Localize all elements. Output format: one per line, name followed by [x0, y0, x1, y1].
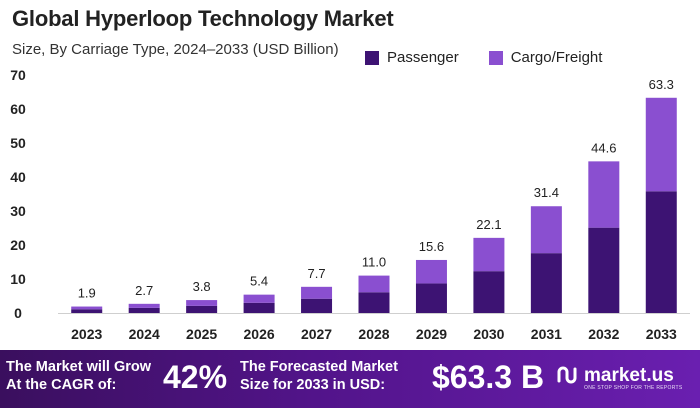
summary-banner: The Market will Grow At the CAGR of: 42%… — [0, 350, 700, 408]
bar-cargo-2028 — [358, 275, 390, 293]
bar-chart: 0102030405060701.920232.720243.820255.42… — [10, 67, 690, 342]
legend-item-cargo: Cargo/Freight — [488, 49, 603, 66]
y-tick-label-40: 40 — [10, 169, 26, 185]
bar-cargo-2025 — [186, 300, 218, 306]
data-label-2032: 44.6 — [591, 140, 616, 155]
bar-passenger-2031 — [530, 253, 562, 313]
y-tick-label-10: 10 — [10, 271, 26, 287]
x-tick-label-2029: 2029 — [416, 326, 447, 342]
data-label-2033: 63.3 — [649, 77, 674, 92]
bar-passenger-2025 — [186, 305, 218, 313]
data-label-2026: 5.4 — [250, 274, 268, 289]
y-tick-label-30: 30 — [10, 203, 26, 219]
bar-passenger-2030 — [473, 271, 505, 313]
data-label-2029: 15.6 — [419, 239, 444, 254]
x-tick-label-2023: 2023 — [71, 326, 102, 342]
y-tick-label-20: 20 — [10, 237, 26, 253]
bar-passenger-2029 — [415, 283, 447, 313]
bar-passenger-2026 — [243, 302, 275, 313]
brand-tagline: ONE STOP SHOP FOR THE REPORTS — [584, 385, 683, 391]
data-label-2027: 7.7 — [308, 266, 326, 281]
cagr-value: 42% — [163, 359, 228, 395]
bar-cargo-2029 — [415, 259, 447, 284]
data-label-2030: 22.1 — [476, 217, 501, 232]
bar-cargo-2027 — [301, 286, 333, 299]
bar-cargo-2023 — [71, 306, 103, 310]
forecast-label: The Forecasted Market Size for 2033 in U… — [240, 359, 398, 393]
y-tick-label-60: 60 — [10, 101, 26, 117]
y-tick-label-50: 50 — [10, 135, 26, 151]
data-label-2024: 2.7 — [135, 283, 153, 298]
bar-passenger-2033 — [645, 191, 677, 313]
bar-cargo-2026 — [243, 294, 275, 303]
x-tick-label-2027: 2027 — [301, 326, 332, 342]
bar-cargo-2030 — [473, 237, 505, 272]
brand-logo[interactable]: market.us ONE STOP SHOP FOR THE REPORTS — [556, 364, 682, 391]
chart-title: Global Hyperloop Technology Market — [12, 6, 394, 31]
bar-cargo-2033 — [645, 97, 677, 192]
bar-passenger-2032 — [588, 227, 620, 313]
legend-swatch-passenger — [365, 50, 379, 65]
legend-item-passenger: Passenger — [365, 49, 459, 66]
x-tick-label-2032: 2032 — [588, 326, 619, 342]
data-label-2028: 11.0 — [362, 255, 386, 270]
y-tick-label-0: 0 — [14, 305, 22, 321]
brand-name: market.us — [584, 364, 674, 386]
forecast-value: $63.3 B — [432, 359, 545, 395]
data-label-2023: 1.9 — [78, 286, 96, 301]
x-tick-label-2028: 2028 — [358, 326, 389, 342]
bar-cargo-2031 — [530, 206, 562, 254]
y-tick-label-70: 70 — [10, 67, 26, 83]
cagr-label: The Market will Grow At the CAGR of: — [6, 359, 152, 393]
data-label-2025: 3.8 — [193, 279, 211, 294]
data-label-2031: 31.4 — [534, 185, 559, 200]
chart-subtitle: Size, By Carriage Type, 2024–2033 (USD B… — [12, 41, 339, 58]
legend-label-cargo: Cargo/Freight — [510, 49, 603, 66]
bar-passenger-2024 — [128, 307, 160, 313]
legend-swatch-cargo — [488, 50, 503, 65]
chart-legend: Passenger Cargo/Freight — [365, 49, 602, 66]
bar-cargo-2024 — [128, 303, 160, 308]
bar-passenger-2027 — [301, 298, 333, 313]
bar-cargo-2032 — [588, 161, 620, 228]
x-tick-label-2024: 2024 — [129, 326, 160, 342]
x-tick-label-2025: 2025 — [186, 326, 217, 342]
x-tick-label-2031: 2031 — [531, 326, 562, 342]
bar-passenger-2028 — [358, 292, 390, 313]
x-tick-label-2033: 2033 — [646, 326, 677, 342]
market-us-logo-icon — [557, 366, 577, 384]
legend-label-passenger: Passenger — [387, 49, 459, 66]
x-tick-label-2030: 2030 — [473, 326, 504, 342]
bar-passenger-2023 — [71, 309, 103, 313]
x-tick-label-2026: 2026 — [244, 326, 275, 342]
